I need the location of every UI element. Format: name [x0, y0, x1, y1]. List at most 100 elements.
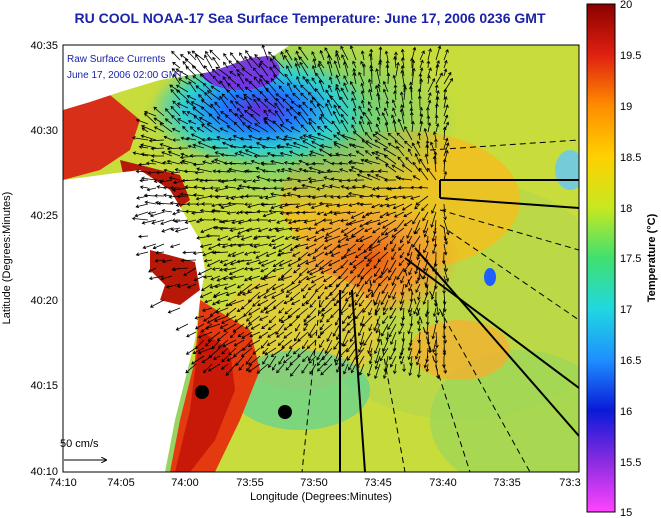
- current-vector: [365, 211, 381, 217]
- current-vector: [399, 91, 405, 109]
- current-vector: [283, 54, 293, 69]
- current-vector: [265, 87, 277, 101]
- current-vector: [329, 184, 341, 189]
- current-vector: [270, 192, 285, 197]
- current-vector: [400, 57, 405, 69]
- current-vector: [227, 137, 237, 142]
- current-vector: [201, 202, 213, 206]
- current-vector: [139, 185, 149, 190]
- current-vector: [402, 363, 406, 373]
- current-vector: [397, 176, 413, 181]
- current-vector: [202, 82, 213, 93]
- current-vector: [209, 49, 221, 61]
- current-vector: [141, 127, 149, 133]
- current-vector: [209, 307, 221, 317]
- current-vector: [155, 250, 165, 255]
- current-vector: [356, 275, 365, 288]
- current-vector: [177, 146, 189, 151]
- current-vector: [371, 203, 381, 209]
- current-vector: [186, 331, 197, 338]
- current-vector: [207, 363, 221, 372]
- current-vector: [307, 202, 317, 207]
- current-vector: [356, 355, 365, 369]
- current-vector: [322, 159, 333, 165]
- current-vector: [147, 170, 157, 175]
- current-vector: [236, 107, 245, 117]
- current-vector: [308, 166, 325, 173]
- current-vector: [351, 143, 365, 149]
- current-vector: [292, 92, 301, 101]
- current-vector: [272, 55, 285, 69]
- current-vector: [144, 112, 157, 125]
- current-vector: [185, 100, 197, 109]
- current-vector: [407, 347, 413, 361]
- current-vector: [305, 291, 317, 305]
- current-vector: [307, 347, 317, 361]
- current-vector: [175, 84, 189, 93]
- current-vector: [204, 323, 221, 330]
- current-vector: [416, 355, 421, 366]
- current-vector: [325, 227, 341, 236]
- current-vector: [166, 146, 181, 151]
- current-vector: [409, 355, 413, 367]
- current-vector: [359, 315, 365, 327]
- current-vector: [431, 339, 437, 354]
- current-vector: [343, 75, 349, 85]
- current-vector: [271, 283, 285, 291]
- current-vector: [245, 355, 253, 365]
- current-vector: [302, 168, 317, 173]
- radar-boundaries: [301, 139, 579, 472]
- current-vector: [340, 227, 349, 233]
- current-vector: [295, 203, 309, 209]
- current-vector: [374, 307, 381, 316]
- current-vector: [203, 258, 213, 263]
- current-vector: [201, 307, 213, 312]
- current-vector: [427, 339, 432, 354]
- current-vector: [414, 259, 421, 275]
- current-vector: [187, 283, 197, 289]
- current-vector: [201, 138, 213, 142]
- current-vector: [239, 136, 253, 141]
- current-vector: [368, 88, 373, 101]
- current-vector: [160, 275, 173, 281]
- current-vector: [280, 50, 285, 61]
- current-vector: [367, 363, 373, 377]
- current-vector: [372, 227, 381, 234]
- current-vector: [134, 211, 149, 218]
- current-vector: [362, 63, 366, 76]
- current-vector: [194, 323, 205, 330]
- current-vector: [272, 243, 285, 250]
- current-vector: [183, 169, 197, 174]
- current-vector: [412, 161, 421, 173]
- current-vector: [400, 315, 405, 327]
- current-vector: [348, 160, 365, 165]
- current-vector: [234, 152, 245, 157]
- current-vector: [219, 226, 237, 231]
- y-tick-label: 40:25: [30, 210, 58, 222]
- current-vector: [391, 243, 397, 253]
- current-vector: [280, 168, 293, 173]
- current-vector: [247, 125, 261, 133]
- current-vector: [243, 169, 253, 174]
- current-vector: [276, 363, 285, 374]
- current-vector: [408, 307, 413, 317]
- current-vector: [294, 62, 301, 77]
- current-vector: [244, 275, 253, 282]
- current-vector: [382, 88, 389, 101]
- current-vector: [324, 235, 341, 243]
- current-vector: [315, 72, 325, 85]
- current-vector: [367, 107, 373, 117]
- current-vector: [164, 108, 173, 117]
- current-vector: [302, 355, 309, 363]
- current-vector: [206, 259, 221, 267]
- current-vector: [302, 140, 317, 149]
- current-vector: [210, 85, 221, 93]
- current-vector: [244, 55, 253, 69]
- current-vector: [164, 118, 173, 125]
- current-vector: [297, 179, 309, 183]
- current-vector: [253, 243, 269, 249]
- current-vector: [278, 178, 293, 183]
- current-vector: [256, 97, 269, 109]
- current-vector: [292, 219, 309, 224]
- current-vector: [278, 243, 293, 253]
